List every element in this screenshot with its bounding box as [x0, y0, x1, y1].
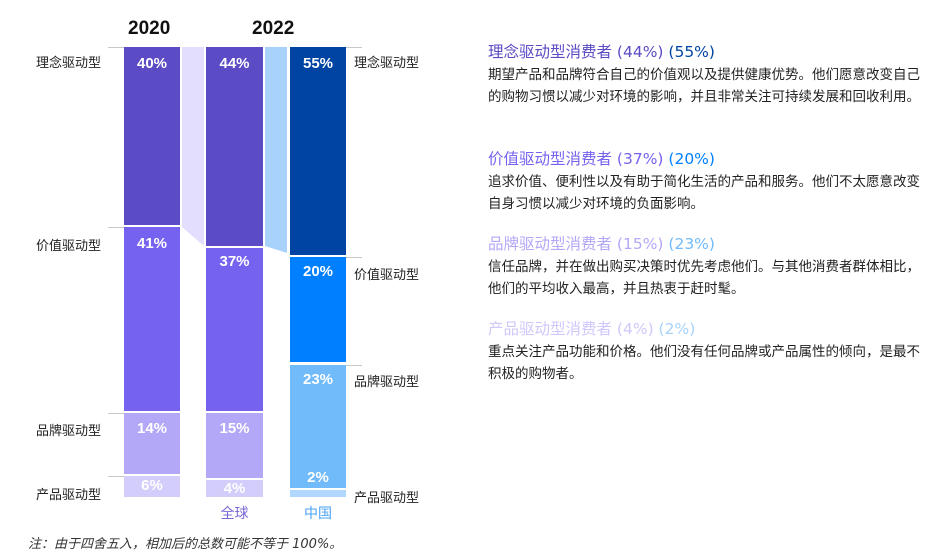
right-label-product: 产品驱动型 — [354, 491, 420, 506]
value-label: 55% — [302, 55, 334, 72]
bar-2020-segment-ideal: 40% — [124, 47, 180, 225]
value-label: 15% — [219, 420, 250, 437]
description-value: 价值驱动型消费者 (37%) (20%) 追求价值、便利性以及有助于简化生活的产… — [488, 149, 928, 215]
description-title: 产品驱动型消费者 (4%) — [488, 320, 654, 338]
bar-2020-segment-value: 41% — [124, 227, 180, 411]
value-label: 14% — [136, 420, 168, 437]
bar-china-segment-product — [290, 490, 346, 497]
bar-china-segment-brand: 23% 2% — [290, 365, 346, 488]
description-text: 信任品牌，并在做出购买决策时优先考虑他们。与其他消费者群体相比，他们的平均收入最… — [488, 259, 920, 297]
tick-line — [346, 47, 362, 48]
tick-line — [108, 476, 124, 477]
left-label-brand: 品牌驱动型 — [36, 424, 102, 439]
value-label: 44% — [219, 55, 250, 72]
bar-china-segment-value: 20% — [290, 257, 346, 362]
description-title: 品牌驱动型消费者 (15%) — [488, 235, 664, 253]
value-label: 23% — [302, 371, 334, 388]
connector-global — [182, 47, 204, 246]
description-title-china: (20%) — [663, 150, 715, 168]
year-2020-header: 2020 — [128, 18, 171, 39]
tick-line — [346, 365, 362, 366]
value-label: 37% — [219, 253, 250, 270]
right-label-value: 价值驱动型 — [354, 268, 420, 283]
bar-2020-segment-product: 6% — [124, 476, 180, 497]
connector-china — [265, 47, 287, 253]
value-label: 6% — [141, 477, 163, 494]
value-label: 4% — [223, 480, 246, 497]
description-brand: 品牌驱动型消费者 (15%) (23%) 信任品牌，并在做出购买决策时优先考虑他… — [488, 234, 928, 300]
left-label-product: 产品驱动型 — [36, 488, 102, 503]
tick-line — [108, 47, 124, 48]
value-label: 41% — [136, 235, 168, 252]
bar-global-segment-product: 4% — [206, 480, 263, 497]
footnote: 注：由于四舍五入，相加后的总数可能不等于 100%。 — [28, 537, 343, 552]
left-label-value: 价值驱动型 — [36, 239, 102, 254]
value-label-product: 2% — [307, 469, 329, 486]
bar-2020-segment-brand: 14% — [124, 413, 180, 474]
description-title-china: (2%) — [653, 320, 696, 338]
region-label-global: 全球 — [220, 506, 249, 522]
value-label: 40% — [136, 55, 168, 72]
description-title: 理念驱动型消费者 (44%) — [488, 43, 664, 61]
region-label-china: 中国 — [304, 506, 332, 522]
description-ideal: 理念驱动型消费者 (44%) (55%) 期望产品和品牌符合自己的价值观以及提供… — [488, 42, 928, 108]
description-title-china: (23%) — [663, 235, 715, 253]
tick-line — [108, 413, 124, 414]
description-product: 产品驱动型消费者 (4%) (2%) 重点关注产品功能和价格。他们没有任何品牌或… — [488, 319, 928, 385]
description-text: 期望产品和品牌符合自己的价值观以及提供健康优势。他们愿意改变自己的购物习惯以减少… — [488, 67, 920, 105]
description-text: 追求价值、便利性以及有助于简化生活的产品和服务。他们不太愿意改变自身习惯以减少对… — [488, 174, 920, 212]
bar-china-segment-ideal: 55% — [290, 47, 346, 255]
left-label-ideal: 理念驱动型 — [36, 56, 102, 71]
bar-global-segment-brand: 15% — [206, 413, 263, 478]
description-title-china: (55%) — [663, 43, 715, 61]
tick-line — [346, 257, 362, 258]
right-label-brand: 品牌驱动型 — [354, 375, 420, 390]
value-label: 20% — [302, 263, 334, 280]
tick-line — [108, 227, 124, 228]
description-text: 重点关注产品功能和价格。他们没有任何品牌或产品属性的倾向，是最不积极的购物者。 — [488, 344, 920, 382]
right-label-ideal: 理念驱动型 — [354, 56, 420, 71]
bar-global-segment-ideal: 44% — [206, 47, 263, 246]
year-2022-header: 2022 — [252, 18, 295, 39]
description-title: 价值驱动型消费者 (37%) — [488, 150, 664, 168]
bar-global-segment-value: 37% — [206, 248, 263, 411]
